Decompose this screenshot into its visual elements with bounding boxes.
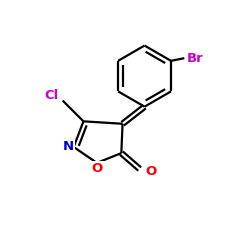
Text: O: O: [92, 162, 103, 175]
Text: Br: Br: [187, 52, 204, 65]
Text: N: N: [63, 140, 74, 153]
Text: O: O: [145, 165, 156, 178]
Text: Cl: Cl: [44, 89, 59, 102]
